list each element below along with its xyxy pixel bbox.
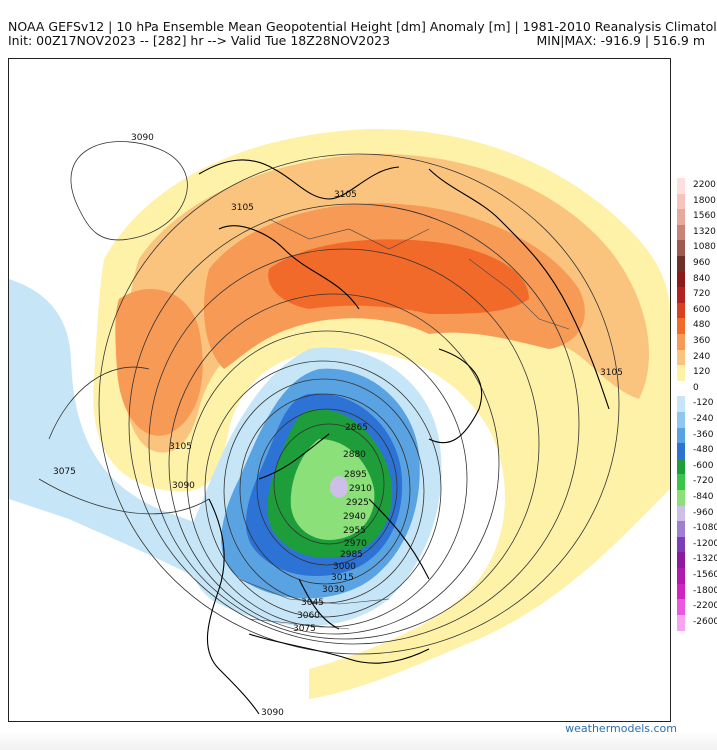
colorbar-swatch xyxy=(677,349,685,366)
colorbar-label: -960 xyxy=(693,507,714,518)
contour-label: 3030 xyxy=(322,585,345,595)
colorbar-swatch xyxy=(677,380,685,397)
min-max-readout: MIN|MAX: -916.9 | 516.9 m xyxy=(536,33,705,48)
colorbar-swatch xyxy=(677,505,685,522)
contour-label: 3105 xyxy=(334,190,357,200)
colorbar-label: -600 xyxy=(693,460,714,471)
height-contours xyxy=(38,141,620,655)
colorbar-swatch xyxy=(677,474,685,491)
contour-label: 3090 xyxy=(172,481,195,491)
colorbar-label: 1560 xyxy=(693,211,716,222)
colorbar-swatch xyxy=(677,240,685,257)
colorbar-swatch xyxy=(677,209,685,226)
deep-orange-anomaly xyxy=(268,239,529,314)
contour-label: 3060 xyxy=(297,611,320,621)
map-canvas: 3090 3105 3105 3105 3105 3075 3090 2865 … xyxy=(9,59,670,721)
colorbar-label: -1560 xyxy=(693,570,717,580)
colorbar-label: 120 xyxy=(693,367,711,378)
colorbar-swatch xyxy=(677,193,685,210)
colorbar-swatch xyxy=(677,224,685,241)
colorbar-label: -1080 xyxy=(693,523,717,534)
colorbar-swatch xyxy=(677,334,685,351)
colorbar-label: -2600 xyxy=(693,616,717,627)
colorbar-label: -240 xyxy=(693,414,714,424)
colorbar-label: -2200 xyxy=(693,601,717,612)
coastlines xyxy=(198,159,610,715)
colorbar-swatch xyxy=(677,583,685,600)
colorbar-label: 600 xyxy=(693,304,711,315)
colorbar-label: 1080 xyxy=(693,242,716,253)
colorbar-label: 720 xyxy=(693,289,711,300)
bottom-edge xyxy=(0,732,717,750)
colorbar-label: 0 xyxy=(693,382,699,393)
colorbar-label: -1800 xyxy=(693,585,717,596)
contour-label: 3015 xyxy=(331,573,354,583)
colorbar-swatch xyxy=(677,458,685,475)
contour-label: 2970 xyxy=(344,539,367,549)
contour-label: 3000 xyxy=(333,562,356,572)
contour-label: 2865 xyxy=(345,423,368,433)
credit-watermark: weathermodels.com xyxy=(565,722,677,735)
colorbar-label: 480 xyxy=(693,320,711,331)
colorbar-label: -480 xyxy=(693,445,714,456)
colorbar-swatch xyxy=(677,490,685,507)
political-boundaries xyxy=(238,218,570,630)
contour-label: 3090 xyxy=(261,708,284,718)
colorbar-label: 1800 xyxy=(693,195,716,206)
colorbar-label: 1320 xyxy=(693,226,716,237)
colorbar-label: -120 xyxy=(693,398,714,409)
colorbar-swatch xyxy=(677,412,685,429)
colorbar-label: -360 xyxy=(693,429,714,440)
colorbar-swatch xyxy=(677,443,685,460)
colorbar-swatch xyxy=(677,256,685,273)
colorbar-swatch xyxy=(677,521,685,538)
colorbar-swatch xyxy=(677,599,685,616)
colorbar-label: -1200 xyxy=(693,538,717,549)
colorbar-swatch xyxy=(677,365,685,382)
contour-label: 2955 xyxy=(343,526,366,536)
contour-label: 2895 xyxy=(344,470,367,480)
init-valid-line: Init: 00Z17NOV2023 -- [282] hr --> Valid… xyxy=(8,33,391,48)
chart-title: NOAA GEFSv12 | 10 hPa Ensemble Mean Geop… xyxy=(8,19,717,34)
contour-label: 2910 xyxy=(349,484,372,494)
contour-label: 3105 xyxy=(169,442,192,452)
colorbar-label: 360 xyxy=(693,336,711,346)
colorbar-label: 840 xyxy=(693,273,711,284)
contour-label: 3075 xyxy=(293,624,316,634)
contour-labels: 3090 3105 3105 3105 3105 3075 3090 2865 … xyxy=(53,133,623,718)
contour-label: 3105 xyxy=(231,203,254,213)
colorbar-swatch xyxy=(677,318,685,335)
colorbar-swatch xyxy=(677,396,685,413)
colorbar-label: -840 xyxy=(693,492,714,502)
colorbar-swatch xyxy=(677,568,685,585)
colorbar-swatch xyxy=(677,552,685,569)
colorbar-swatch xyxy=(677,178,685,195)
contour-label: 2940 xyxy=(343,512,366,522)
contour-label: 2880 xyxy=(343,450,366,460)
colorbar-label: 2200 xyxy=(693,180,716,190)
polar-map: 3090 3105 3105 3105 3105 3075 3090 2865 … xyxy=(8,58,671,722)
contour-label: 2925 xyxy=(346,498,369,508)
colorbar-swatch xyxy=(677,427,685,444)
negative-anomaly-minimum xyxy=(330,476,348,498)
contour-label: 2985 xyxy=(340,550,363,560)
colorbar-label: 960 xyxy=(693,258,711,268)
colorbar-swatch xyxy=(677,302,685,319)
colorbar-swatch xyxy=(677,536,685,553)
colorbar-label: -1320 xyxy=(693,554,717,565)
orange-anomaly-west xyxy=(115,289,203,436)
colorbar-label: 240 xyxy=(693,351,711,362)
colorbar-label: -720 xyxy=(693,476,714,487)
chart-header: NOAA GEFSv12 | 10 hPa Ensemble Mean Geop… xyxy=(0,0,717,52)
colorbar-swatch xyxy=(677,287,685,304)
contour-label: 3045 xyxy=(301,598,324,608)
colorbar-swatch xyxy=(677,614,685,631)
anomaly-colorbar: 2200 1800 1560 1320 1080 960 840 720 600 480 360 24… xyxy=(677,178,717,634)
colorbar-swatch xyxy=(677,271,685,288)
contour-label: 3075 xyxy=(53,467,76,477)
contour-label: 3090 xyxy=(131,133,154,143)
contour-label: 3105 xyxy=(600,368,623,378)
